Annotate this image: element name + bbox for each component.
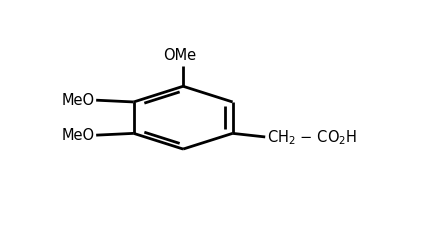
Text: OMe: OMe — [163, 48, 197, 63]
Text: CH$_2$ $-$ CO$_2$H: CH$_2$ $-$ CO$_2$H — [267, 128, 357, 147]
Text: MeO: MeO — [61, 128, 95, 143]
Text: MeO: MeO — [61, 93, 95, 108]
